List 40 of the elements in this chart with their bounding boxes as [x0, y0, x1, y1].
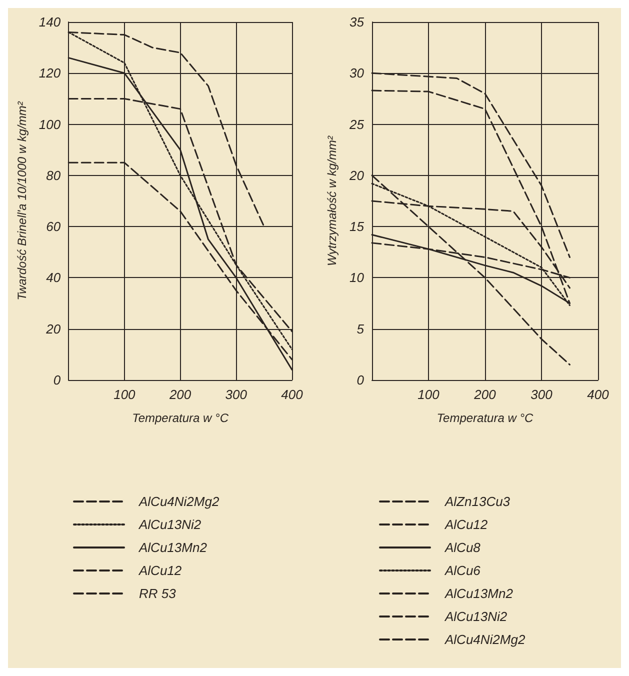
- legend-label: AlCu13Ni2: [138, 517, 202, 532]
- y-tick-label: 100: [38, 116, 62, 132]
- legend-label: AlZn13Cu3: [444, 494, 511, 509]
- x-tick-label: 100: [114, 387, 136, 402]
- y-tick-label: 30: [350, 66, 365, 81]
- x-tick-label: 300: [530, 387, 554, 402]
- legend-label: RR 53: [139, 586, 177, 601]
- legend-label: AlCu12: [444, 517, 488, 532]
- y-tick-label: 20: [45, 321, 62, 336]
- x-tick-label: 100: [418, 387, 440, 402]
- x-tick-label: 200: [473, 387, 497, 402]
- y-tick-label: 120: [38, 66, 62, 81]
- y-tick-label: 0: [356, 372, 365, 388]
- x-tick-label: 400: [587, 387, 610, 402]
- legend-label: AlCu13Mn2: [444, 586, 514, 601]
- y-tick-label: 15: [350, 219, 365, 234]
- x-tick-label: 300: [225, 387, 248, 402]
- y-tick-label: 0: [53, 372, 62, 388]
- y-tick-label: 40: [46, 270, 62, 286]
- y-tick-label: 35: [350, 14, 365, 30]
- y-tick-label: 20: [348, 168, 365, 183]
- x-tick-label: 400: [281, 387, 304, 402]
- legend-label: AlCu4Ni2Mg2: [138, 494, 220, 509]
- y-tick-label: 10: [350, 270, 365, 286]
- x-axis-title: Temperatura w °C: [436, 411, 534, 425]
- legend-label: AlCu13Mn2: [138, 540, 208, 555]
- y-tick-label: 25: [348, 116, 365, 132]
- legend-label: AlCu6: [444, 563, 482, 578]
- legend-label: AlCu13Ni2: [444, 609, 508, 624]
- x-axis-title: Temperatura w °C: [132, 411, 229, 425]
- legend-label: AlCu8: [444, 540, 482, 555]
- y-tick-label: 140: [38, 14, 62, 30]
- legend-label: AlCu4Ni2Mg2: [444, 632, 526, 647]
- x-tick-label: 200: [168, 387, 192, 402]
- y-axis-title: Wytrzymałość w kg/mm²: [325, 135, 339, 266]
- y-axis-title: Twardość Brinell'a 10/1000 w kg/mm²: [15, 100, 29, 300]
- y-tick-label: 80: [46, 168, 62, 183]
- legend-label: AlCu12: [138, 563, 182, 578]
- y-tick-label: 60: [46, 219, 62, 234]
- y-tick-label: 5: [356, 321, 365, 336]
